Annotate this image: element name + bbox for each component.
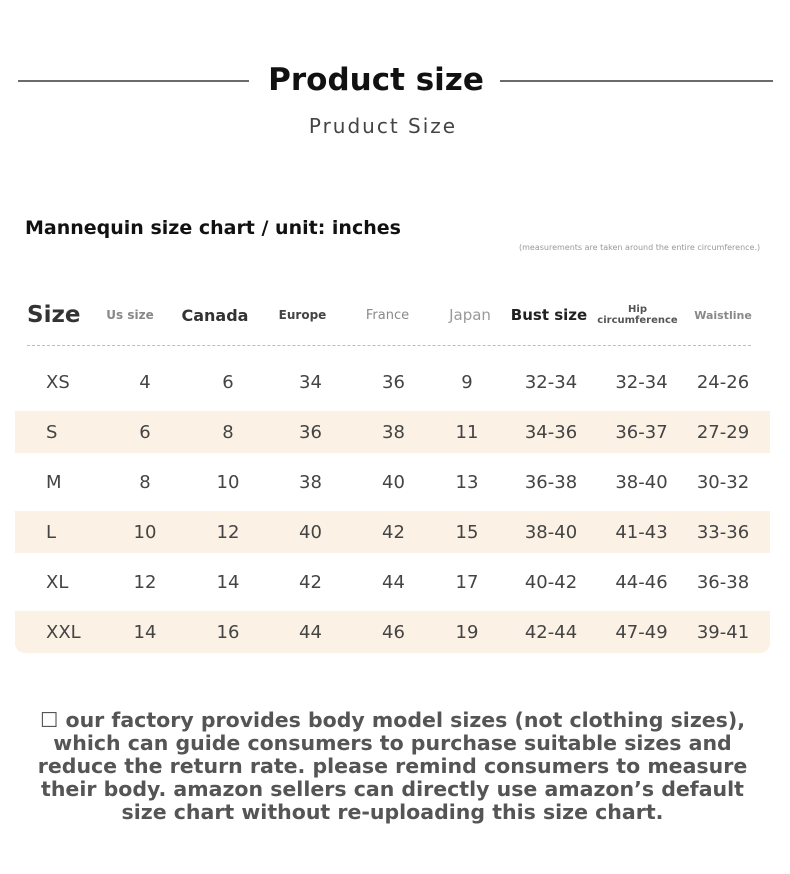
table-cell: 15 xyxy=(455,521,479,543)
column-header-waistline: Waistline xyxy=(694,308,752,322)
measurement-note: (measurements are taken around the entir… xyxy=(519,243,761,252)
page-title: Product size xyxy=(268,62,484,98)
table-cell: 41-43 xyxy=(615,521,668,543)
table-cell: 27-29 xyxy=(696,421,750,443)
table-cell: 16 xyxy=(216,621,240,643)
page-subtitle: Pruduct Size xyxy=(308,114,458,138)
table-cell: 38-40 xyxy=(615,471,668,493)
table-cell: 17 xyxy=(455,571,479,593)
table-cell: M xyxy=(46,471,62,493)
column-header-hip-circumference: Hip circumference xyxy=(597,304,678,326)
table-cell: 32-34 xyxy=(615,371,668,393)
table-cell: 10 xyxy=(133,521,157,543)
table-cell: 36-38 xyxy=(696,571,750,593)
table-cell: 40-42 xyxy=(524,571,578,593)
table-row: L 10 12 40 42 15 38-40 41-43 33-36 xyxy=(15,511,770,553)
column-header-bust-size: Bust size xyxy=(510,306,588,324)
table-row: XXL 14 16 44 46 19 42-44 47-49 39-41 xyxy=(15,611,770,653)
table-cell: 42 xyxy=(382,521,405,543)
table-row: M 8 10 38 40 13 36-38 38-40 30-32 xyxy=(15,461,770,503)
table-cell: 47-49 xyxy=(615,621,668,643)
table-cell: 14 xyxy=(216,571,240,593)
table-cell: 36 xyxy=(299,421,322,443)
table-cell: 4 xyxy=(139,371,151,393)
table-cell: 32-34 xyxy=(524,371,578,393)
header-divider-left xyxy=(18,80,249,82)
table-cell: 8 xyxy=(222,421,234,443)
table-cell: 38 xyxy=(299,471,322,493)
column-header-japan: Japan xyxy=(449,306,491,324)
table-cell: 10 xyxy=(216,471,240,493)
table-cell: 40 xyxy=(382,471,405,493)
column-header-us-size: Us size xyxy=(106,308,154,322)
table-cell: 38 xyxy=(382,421,405,443)
table-cell: 6 xyxy=(139,421,151,443)
table-cell: 36-38 xyxy=(524,471,578,493)
table-cell: 34-36 xyxy=(524,421,578,443)
table-cell: 44-46 xyxy=(615,571,668,593)
table-cell: 42 xyxy=(299,571,322,593)
table-cell: 24-26 xyxy=(696,371,750,393)
size-chart-title: Mannequin size chart / unit: inches xyxy=(25,217,401,239)
table-cell: XS xyxy=(46,371,70,393)
table-cell: S xyxy=(46,421,58,443)
column-header-europe: Europe xyxy=(278,308,327,322)
table-cell: 19 xyxy=(455,621,479,643)
table-cell: 40 xyxy=(299,521,322,543)
table-cell: L xyxy=(46,521,57,543)
table-cell: 36-37 xyxy=(615,421,668,443)
table-row: S 6 8 36 38 11 34-36 36-37 27-29 xyxy=(15,411,770,453)
column-header-france: France xyxy=(365,307,410,323)
table-cell: 36 xyxy=(382,371,405,393)
table-cell: 8 xyxy=(139,471,151,493)
table-cell: 33-36 xyxy=(696,521,750,543)
table-cell: 6 xyxy=(222,371,234,393)
table-cell: 44 xyxy=(299,621,322,643)
header-divider-right xyxy=(500,80,773,82)
table-cell: 11 xyxy=(455,421,479,443)
table-cell: 13 xyxy=(455,471,479,493)
table-cell: 12 xyxy=(216,521,240,543)
table-cell: 34 xyxy=(299,371,322,393)
column-header-canada: Canada xyxy=(181,305,249,325)
table-cell: 39-41 xyxy=(696,621,750,643)
table-cell: 14 xyxy=(133,621,157,643)
column-header-size: Size xyxy=(27,302,81,328)
table-cell: 9 xyxy=(461,371,473,393)
table-row: XS 4 6 34 36 9 32-34 32-34 24-26 xyxy=(15,361,770,403)
size-table-header: Size Us size Canada Europe France Japan … xyxy=(15,290,770,340)
table-cell: 42-44 xyxy=(524,621,578,643)
header-dashed-divider xyxy=(27,345,751,346)
table-cell: 38-40 xyxy=(524,521,578,543)
table-cell: XL xyxy=(46,571,69,593)
table-cell: XXL xyxy=(46,621,81,643)
factory-notice: ☐ our factory provides body model sizes … xyxy=(37,708,748,824)
table-cell: 44 xyxy=(382,571,405,593)
table-cell: 12 xyxy=(133,571,157,593)
table-cell: 46 xyxy=(382,621,405,643)
table-row: XL 12 14 42 44 17 40-42 44-46 36-38 xyxy=(15,561,770,603)
table-cell: 30-32 xyxy=(696,471,750,493)
